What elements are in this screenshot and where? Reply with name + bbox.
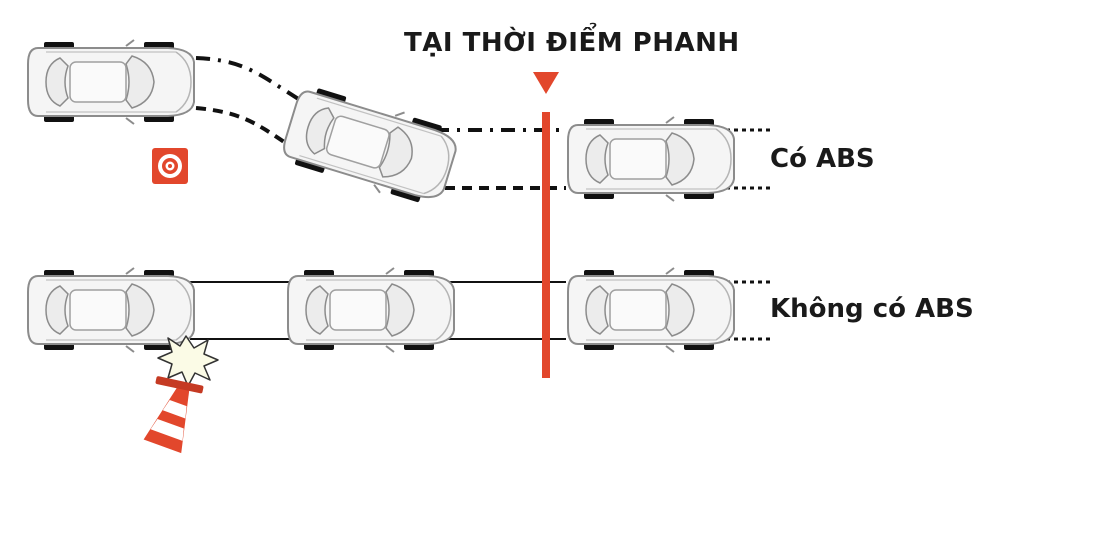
traffic-cone-icon <box>143 376 204 454</box>
car-abs-swerving <box>277 80 463 212</box>
diagram-title: TẠI THỜI ĐIỂM PHANH <box>404 28 740 58</box>
car-no-abs-middle <box>287 267 455 353</box>
label-with-abs: Có ABS <box>770 144 875 174</box>
car-abs-end <box>567 116 735 202</box>
label-without-abs: Không có ABS <box>770 294 974 324</box>
braking-moment-marker <box>533 72 559 378</box>
car-no-abs-end <box>567 267 735 353</box>
car-abs-start <box>27 39 195 125</box>
target-icon <box>152 148 188 184</box>
